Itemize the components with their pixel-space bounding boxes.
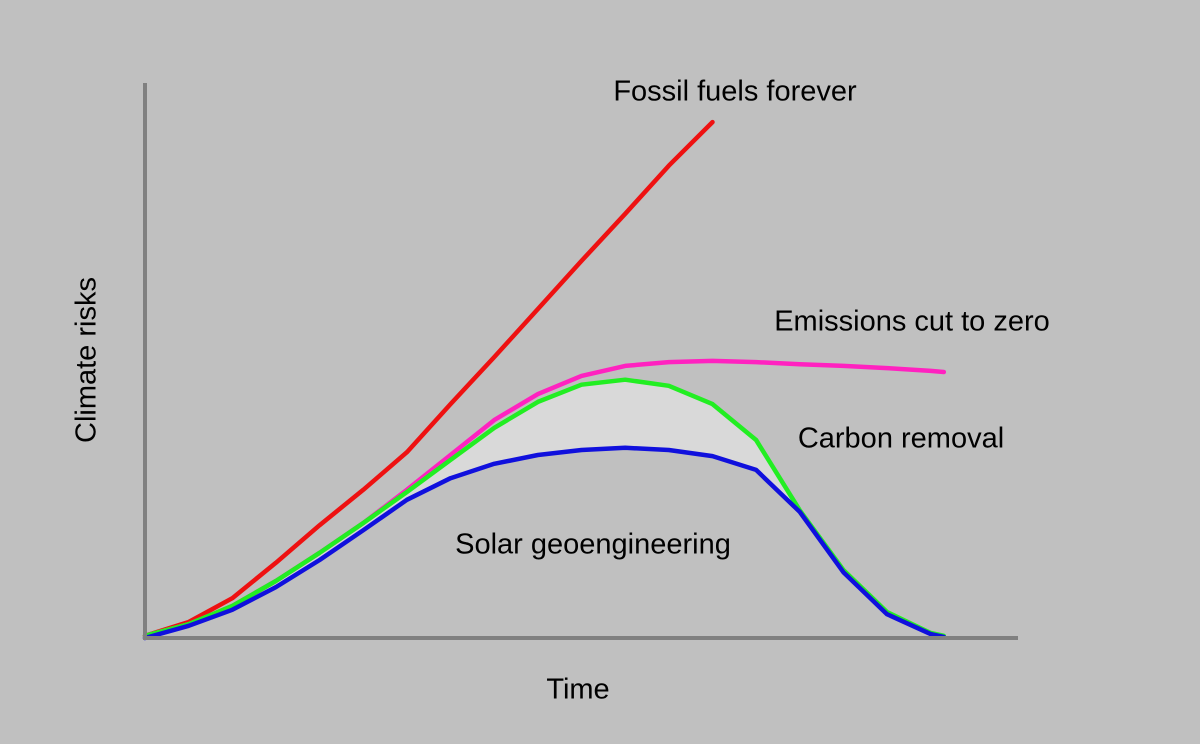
plot-area [142, 119, 947, 641]
series-label: Solar geoengineering [455, 529, 731, 561]
y-axis-label: Climate risks [71, 277, 103, 443]
series-label: Fossil fuels forever [613, 76, 857, 108]
series-label: Carbon removal [798, 423, 1004, 455]
series-line [142, 445, 947, 641]
series-label: Emissions cut to zero [774, 306, 1050, 338]
carbon-removal-band [145, 379, 944, 638]
series-line [142, 119, 715, 639]
x-axis-label: Time [546, 674, 609, 706]
